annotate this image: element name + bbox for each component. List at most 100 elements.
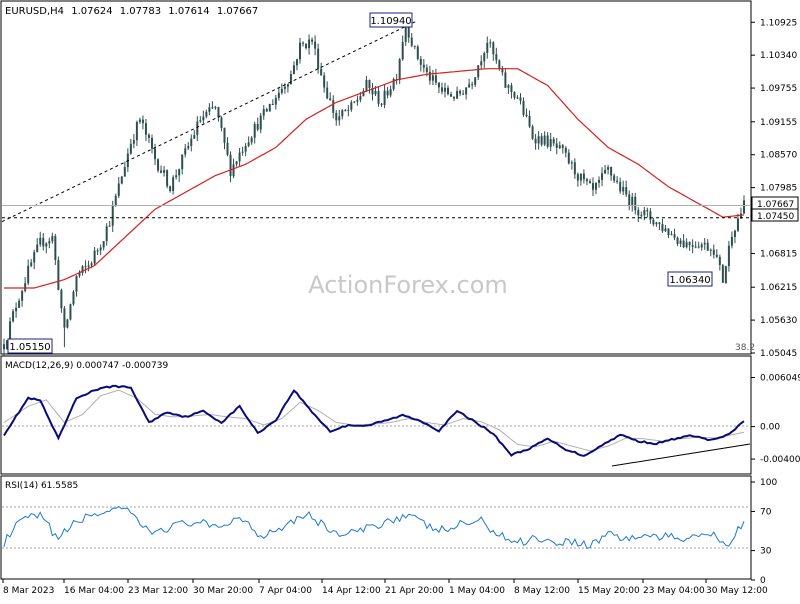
candle xyxy=(138,117,141,124)
candle xyxy=(443,82,446,98)
candle xyxy=(117,176,120,199)
x-tick-label: 16 Mar 04:00 xyxy=(64,586,124,596)
candle xyxy=(691,239,694,254)
candle xyxy=(522,97,525,117)
candle xyxy=(326,81,329,100)
candle xyxy=(247,136,250,148)
candle xyxy=(631,192,634,212)
candle xyxy=(661,218,664,233)
candle xyxy=(688,241,691,251)
candle xyxy=(468,78,471,88)
candle xyxy=(513,91,516,100)
x-tick-label: 30 Mar 20:00 xyxy=(193,586,253,596)
candle xyxy=(534,133,537,150)
x-tick-label: 8 Mar 2023 xyxy=(3,586,54,596)
candle xyxy=(733,229,736,244)
candle xyxy=(187,142,190,151)
candle xyxy=(585,177,588,186)
candle xyxy=(57,256,60,291)
candle xyxy=(437,82,440,94)
candle xyxy=(338,109,341,126)
candle xyxy=(280,83,283,95)
candle xyxy=(604,164,607,175)
candle xyxy=(422,58,425,73)
candle xyxy=(477,65,480,81)
candle xyxy=(335,109,338,126)
candle xyxy=(576,172,579,187)
candle xyxy=(238,147,241,167)
candle xyxy=(169,185,172,193)
candle xyxy=(244,143,247,157)
candle xyxy=(392,77,395,91)
candle xyxy=(69,303,72,321)
candle xyxy=(99,244,102,256)
candle xyxy=(286,83,289,93)
candle xyxy=(685,238,688,249)
candle xyxy=(579,173,582,186)
rsi-y-tick-label: 100 xyxy=(760,478,777,488)
y-tick-label: 1.09755 xyxy=(760,84,797,94)
candle xyxy=(643,206,646,221)
candle xyxy=(320,62,323,76)
candle xyxy=(637,207,640,223)
macd-line xyxy=(3,384,745,457)
candle xyxy=(622,180,625,196)
candle xyxy=(102,241,105,251)
candle xyxy=(570,160,573,170)
candle xyxy=(329,92,332,101)
low-value: 1.07614 xyxy=(168,6,209,17)
candle xyxy=(646,207,649,218)
candle xyxy=(519,93,522,105)
candle xyxy=(743,195,745,214)
candle xyxy=(655,221,658,227)
y-tick-label: 1.10340 xyxy=(760,51,797,61)
candle xyxy=(45,242,48,254)
candle xyxy=(459,89,462,97)
macd-panel-frame xyxy=(0,355,752,475)
candle xyxy=(317,43,320,74)
candle xyxy=(601,167,604,187)
candle-group xyxy=(3,19,745,356)
candle xyxy=(96,248,99,256)
candle xyxy=(24,277,27,293)
candle xyxy=(259,112,262,134)
candle xyxy=(492,41,495,61)
candle xyxy=(199,116,202,123)
candle xyxy=(271,99,274,106)
candle xyxy=(18,298,21,309)
candle xyxy=(181,154,184,175)
candle xyxy=(649,208,652,224)
candle xyxy=(507,84,510,94)
candle xyxy=(353,101,356,104)
candle xyxy=(483,51,486,68)
candle xyxy=(453,96,456,102)
chart-title: EURUSD,H4 1.07624 1.07783 1.07614 1.0766… xyxy=(5,6,258,17)
candle xyxy=(223,127,226,150)
candle xyxy=(21,289,24,307)
candle xyxy=(42,233,45,251)
candle xyxy=(196,116,199,142)
high-value: 1.07783 xyxy=(120,6,161,17)
candle xyxy=(543,131,546,147)
candle xyxy=(377,86,380,107)
candle xyxy=(456,86,459,100)
candle xyxy=(709,248,712,257)
candle xyxy=(214,105,217,110)
candle xyxy=(715,249,718,259)
candle xyxy=(144,118,147,142)
x-tick-label: 14 Apr 12:00 xyxy=(322,586,381,596)
candle xyxy=(265,107,268,112)
candle xyxy=(721,264,724,283)
candle xyxy=(540,133,543,147)
watermark: ActionForex.com xyxy=(308,271,508,299)
low-annotation: 1.05150 xyxy=(7,338,53,354)
candle xyxy=(241,146,244,156)
candle xyxy=(323,72,326,93)
candle xyxy=(591,177,594,196)
candle xyxy=(129,139,132,155)
candle xyxy=(305,43,308,50)
candle xyxy=(419,56,422,72)
candle xyxy=(36,238,39,253)
candle xyxy=(341,109,344,120)
candle xyxy=(208,103,211,116)
